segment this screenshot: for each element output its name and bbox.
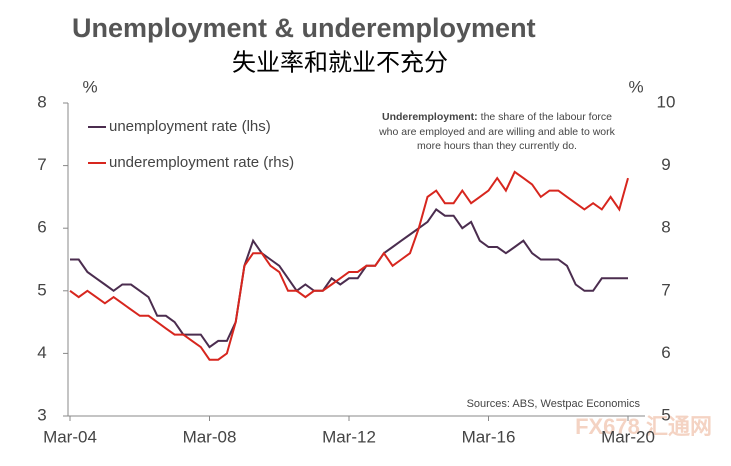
y2-tick-label: 9 [661,155,670,174]
source: Sources: ABS, Westpac Economics [467,398,641,410]
x-tick-label: Mar-08 [183,427,237,446]
series-line [69,170,629,361]
chart-subtitle: 失业率和就业不充分 [232,49,448,76]
x-tick-label: Mar-16 [462,427,516,446]
watermark: FX678 汇通网 [575,414,712,439]
series-line [70,207,628,349]
chart-title: Unemployment & underemployment [72,13,536,43]
annotation-line: who are employed and are willing and abl… [378,126,616,138]
y2-tick-label: 8 [661,218,670,237]
annotation-label: Underemployment: [382,111,478,123]
y2-tick-label: 5 [661,405,670,424]
x-tick-label: Mar-20 [601,427,655,446]
y-unit: % [82,77,97,96]
y2-unit: % [628,77,643,96]
y-tick-label: 7 [37,155,46,174]
y-tick-label: 6 [37,218,46,237]
y-tick-label: 8 [37,92,46,111]
x-tick-label: Mar-04 [43,427,97,446]
annotation-line: the share of the labour force [481,111,612,123]
legend-label: underemployment rate (rhs) [109,154,294,171]
x-tick-label: Mar-12 [322,427,376,446]
y-tick-label: 5 [37,280,46,299]
legend-label: unemployment rate (lhs) [109,118,271,135]
y2-tick-label: 6 [661,343,670,362]
y2-tick-label: 7 [661,280,670,299]
annotation: Underemployment: the share of the labour … [382,111,612,123]
y2-tick-label: 10 [657,92,676,111]
y-tick-label: 4 [37,343,46,362]
annotation-line: more hours than they currently do. [417,140,577,152]
y-tick-label: 3 [37,405,46,424]
